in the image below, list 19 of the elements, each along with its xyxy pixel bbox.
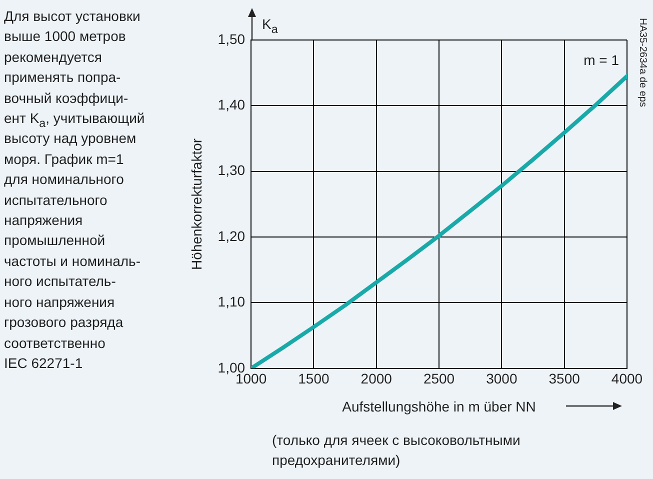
x-tick-label: 4000: [611, 370, 643, 387]
text: (только для ячеек с высоковольтными предохранителями): [272, 431, 520, 470]
x-tick-label: 2000: [360, 370, 392, 387]
x-tick-label: 2500: [423, 370, 455, 387]
x-tick-label: 3000: [486, 370, 518, 387]
x-axis-title: Aufstellungshöhe in m über NN: [342, 398, 536, 414]
x-tick-label: 3500: [548, 370, 580, 387]
y-tick-label: 1,10: [218, 294, 246, 310]
y-tick-label: 1,00: [218, 359, 246, 376]
y-tick-label: 1,40: [218, 96, 246, 113]
y-tick-label: 1,20: [218, 228, 246, 244]
y-tick-label: 1,50: [218, 30, 246, 47]
x-tick-label: 1500: [298, 370, 330, 387]
y-tick-label: 1,30: [218, 162, 246, 178]
text: HA35-2634a de eps: [637, 18, 648, 107]
text: K$_{a}$: [262, 16, 278, 36]
series-label: m = 1: [584, 52, 620, 68]
text: Для высот установки выше 1000 метров рекомендуется применять попра- вочный коэффици- ент K$_{a}$, учитывающий высоту над уровнем моря. График m=1 для номинального испытательного напряжения промышленной частоты и номиналь- ного испытатель- ного напряжения грозового разряда соответственно IEC 62271-1: [4, 8, 145, 371]
y-axis-title: Höhenkorrekturfaktor: [188, 138, 204, 270]
